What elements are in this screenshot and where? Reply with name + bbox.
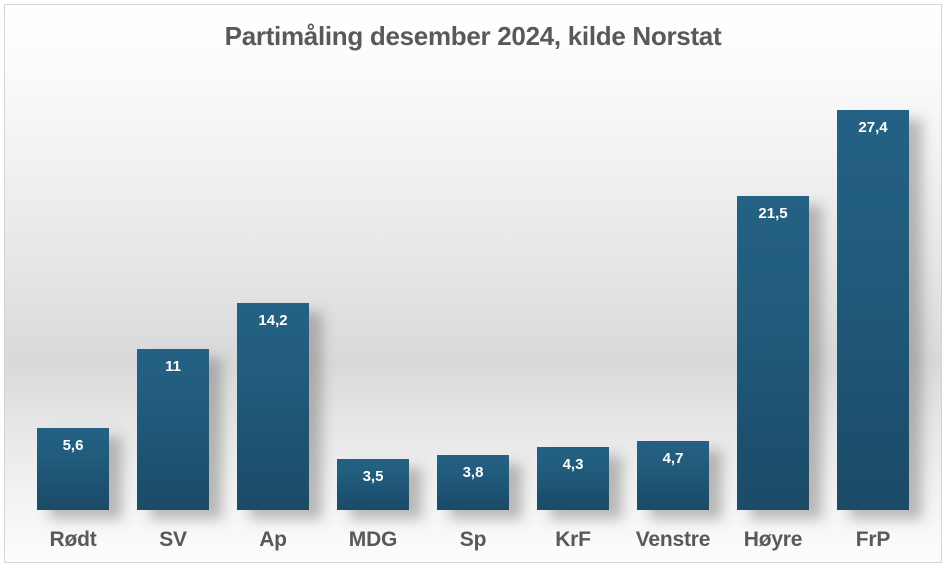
bar-value-label: 3,8 <box>462 464 484 481</box>
bar-value-label: 11 <box>165 358 181 375</box>
chart-title: Partimåling desember 2024, kilde Norstat <box>224 21 722 51</box>
bar-høyre: 21,5 <box>737 196 809 510</box>
bar-ap: 14,2 <box>237 303 309 510</box>
category-label-ap: Ap <box>259 528 287 551</box>
chart-frame: Partimåling desember 2024, kilde Norstat… <box>4 4 942 563</box>
bar-value-label: 21,5 <box>758 205 788 222</box>
bar-value-label: 3,5 <box>362 468 384 485</box>
category-label-sv: SV <box>159 528 187 551</box>
bar-slot: 21,5 <box>723 108 823 510</box>
bar-slot: 3,5 <box>323 108 423 510</box>
bar-value-label: 27,4 <box>858 119 888 136</box>
bar-value-label: 4,3 <box>562 456 584 473</box>
plot-area: 5,6 11 14,2 3,5 3,8 4,3 4,7 21,5 27,4 <box>23 108 923 510</box>
bar-value-label: 4,7 <box>662 450 684 467</box>
bar-value-label: 5,6 <box>62 437 84 454</box>
category-label-sp: Sp <box>459 528 487 551</box>
bar-slot: 27,4 <box>823 108 923 510</box>
bar-slot: 11 <box>123 108 223 510</box>
category-label-rødt: Rødt <box>49 528 97 551</box>
category-label-frp: FrP <box>855 528 891 551</box>
category-label-høyre: Høyre <box>743 528 803 551</box>
bar-value-label: 14,2 <box>258 312 288 329</box>
category-label-mdg: MDG <box>348 528 398 551</box>
bar-slot: 5,6 <box>23 108 123 510</box>
category-label-venstre: Venstre <box>635 528 711 551</box>
bar-slot: 4,3 <box>523 108 623 510</box>
bar-frp: 27,4 <box>837 110 909 510</box>
bar-krf: 4,3 <box>537 447 609 510</box>
bar-slot: 14,2 <box>223 108 323 510</box>
bar-mdg: 3,5 <box>337 459 409 510</box>
bar-slot: 3,8 <box>423 108 523 510</box>
bar-slot: 4,7 <box>623 108 723 510</box>
bar-sv: 11 <box>137 349 209 510</box>
category-label-krf: KrF <box>555 528 591 551</box>
category-axis: Rødt SV Ap MDG Sp KrF Venstre Høyre FrP <box>23 528 923 552</box>
bar-venstre: 4,7 <box>637 441 709 510</box>
bar-sp: 3,8 <box>437 455 509 510</box>
bar-rødt: 5,6 <box>37 428 109 510</box>
